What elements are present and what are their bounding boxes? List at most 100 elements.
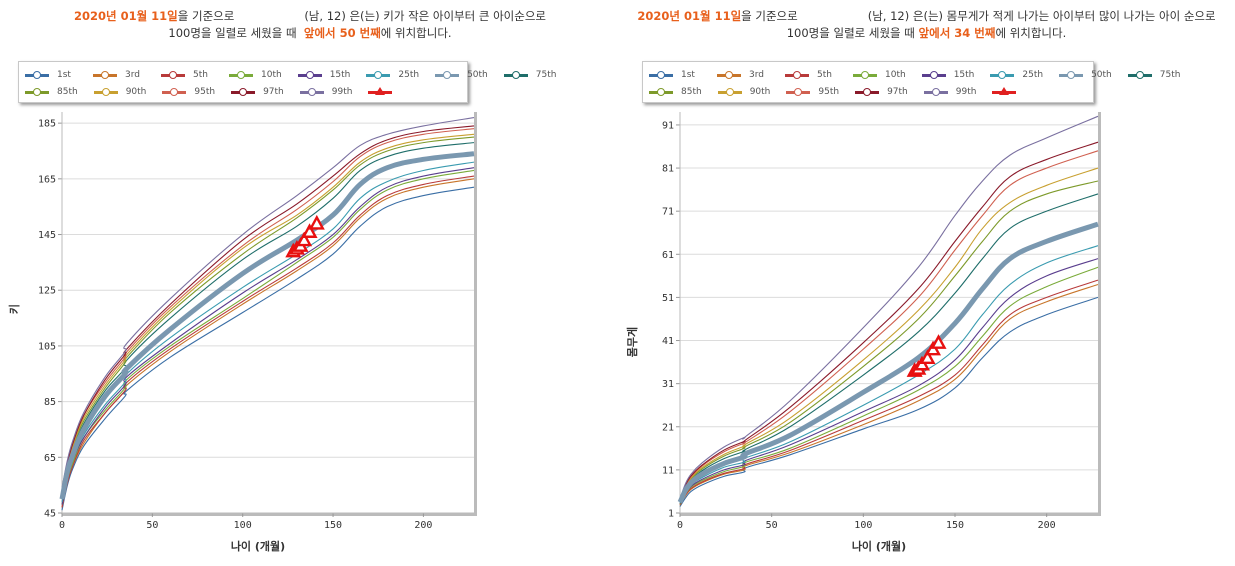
measurement-marker [296,231,313,247]
line-marker-icon [921,70,946,80]
series-line-15th [679,258,1099,504]
legend-item[interactable]: 90th [717,87,781,97]
caption-text: 100명을 일렬로 세웠을 때 [168,26,297,40]
legend-item[interactable] [368,86,400,97]
line-marker-icon [855,87,880,97]
x-axis-title: 나이 (개월) [852,539,906,553]
legend-item[interactable]: 95th [162,87,225,97]
caption-line-1: 2020년 01월 11일을 기준으로 (남, 12) 은(는) 키가 작은 아이… [40,8,580,25]
y-axis-title: 몸무게 [625,327,639,357]
legend-label: 99th [955,86,977,97]
y-tick-label: 51 [662,293,674,304]
x-tick-label: 0 [59,520,65,531]
plot-area [62,112,474,513]
line-marker-icon [503,70,528,80]
y-tick-label: 91 [662,120,674,131]
series-line-97th [679,141,1099,500]
x-tick-label: 50 [766,520,778,531]
legend-item[interactable]: 95th [786,87,849,97]
series-line-10th [61,169,475,505]
legend-item[interactable]: 50th [435,70,498,80]
series-line-99th [61,117,475,489]
legend-item[interactable]: 5th [785,70,847,80]
legend-item[interactable]: 99th [923,86,987,97]
legend-item[interactable]: 3rd [717,70,779,80]
series-line-1st [679,296,1099,507]
y-tick-label: 145 [38,230,56,241]
legend-item[interactable]: 1st [25,70,87,80]
legend-item[interactable]: 15th [297,69,361,80]
series-line-5th [679,279,1099,505]
y-tick-label: 165 [38,174,56,185]
legend-label: 97th [887,86,908,97]
legend-label: 95th [194,86,216,97]
series-line-90th [61,133,475,494]
caption-text: 을 기준으로 [741,9,798,23]
legend-label: 10th [885,69,906,80]
y-tick-label: 105 [38,341,56,352]
line-marker-icon [25,87,49,97]
x-tick-label: 150 [946,520,964,531]
legend-item[interactable]: 85th [649,87,712,97]
series-line-85th [679,180,1099,502]
y-tick-label: 65 [44,453,56,464]
series-line-50th [59,151,475,500]
legend-item[interactable]: 97th [231,87,294,97]
legend-item[interactable]: 10th [853,70,916,80]
series-line-97th [61,125,475,491]
caption-date: 2020년 01월 11일 [73,9,178,23]
legend-label: 15th [953,69,975,80]
line-marker-icon [1059,70,1084,80]
legend-item[interactable]: 25th [990,70,1053,80]
line-marker-icon [786,87,811,97]
legend-label: 75th [535,69,557,80]
x-tick-label: 100 [234,520,252,531]
caption-line-2: 100명을 일렬로 세웠을 때 앞에서 34 번째에 위치합니다. [618,25,1235,42]
legend-item[interactable]: 5th [161,70,223,80]
legend-label: 25th [1022,69,1044,80]
legend-item[interactable]: 50th [1059,70,1122,80]
y-tick-label: 125 [38,286,56,297]
height-chart: 45 65 85 105 125 145 165 185 0 50 100 150 200 나이 (개월)… [7,112,477,553]
legend-label: 85th [681,86,702,97]
legend-item[interactable]: 90th [93,87,157,97]
legend-label: 15th [329,69,351,80]
height-caption: 2020년 01월 11일을 기준으로 (남, 12) 은(는) 키가 작은 아이… [40,8,580,42]
legend-label: 3rd [749,69,764,80]
y-tick-label: 41 [662,336,674,347]
measurement-marker [301,223,318,238]
legend-item[interactable]: 3rd [93,70,155,80]
line-marker-icon [717,70,741,80]
line-marker-icon [229,70,253,80]
series-line-1st [61,186,475,511]
x-tick-label: 200 [1038,520,1056,531]
legend-item[interactable] [992,86,1024,97]
triangle-marker-icon [992,86,1017,97]
legend-item[interactable]: 99th [299,86,363,97]
legend-label: 3rd [125,69,140,80]
legend-label: 50th [1091,69,1112,80]
legend-item[interactable]: 75th [1127,70,1191,80]
line-marker-icon [366,70,391,80]
line-marker-icon [231,87,256,97]
legend-item[interactable]: 15th [921,69,985,80]
line-marker-icon [785,70,809,80]
legend-label: 99th [331,86,353,97]
caption-text: 에 위치합니다. [380,26,452,40]
legend-label: 50th [467,69,488,80]
x-tick-label: 100 [854,520,872,531]
legend-item[interactable]: 1st [649,70,711,80]
caption-rank: 앞에서 50 번째 [303,26,381,40]
legend-item[interactable]: 10th [229,70,292,80]
legend-item[interactable]: 75th [503,69,567,80]
caption-rank: 앞에서 34 번째 [918,26,996,40]
legend-item[interactable]: 97th [855,87,918,97]
caption-text: 에 위치합니다. [995,26,1067,40]
legend-label: 25th [398,69,420,80]
caption-text: (남, 12) 은(는) 키가 작은 아이부터 큰 아이순으로 [304,9,546,23]
series-line-90th [679,167,1099,501]
legend-item[interactable]: 85th [25,87,88,97]
legend-label: 85th [57,86,78,97]
legend-item[interactable]: 25th [366,70,429,80]
